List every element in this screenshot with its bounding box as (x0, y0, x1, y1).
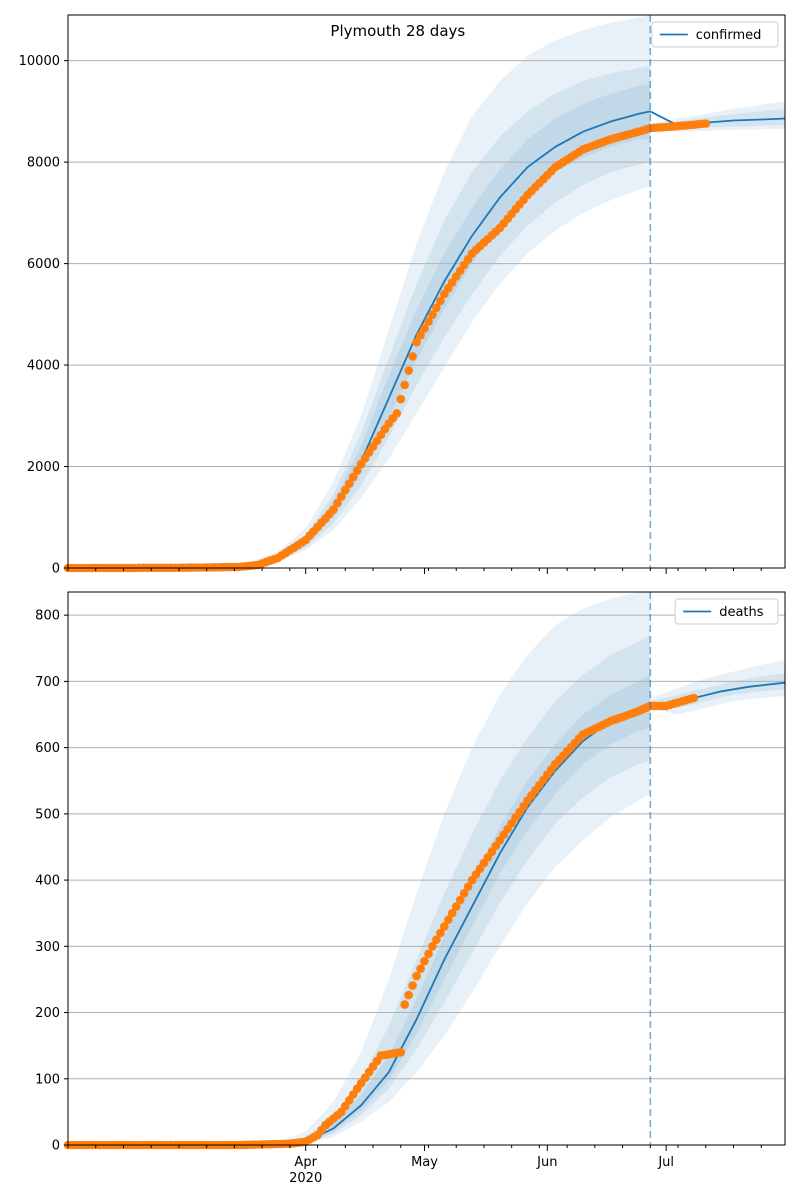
observed-point (440, 922, 449, 931)
y-tick-label: 4000 (27, 359, 60, 374)
y-tick-label: 2000 (27, 460, 60, 475)
deaths-legend: deaths (674, 598, 779, 625)
y-tick-label: 500 (35, 807, 60, 822)
observed-point (455, 895, 465, 905)
deaths-plot-frame (67, 591, 786, 1146)
deaths-legend-box (674, 598, 779, 625)
confirmed-legend: confirmed (651, 21, 779, 48)
observed-point (400, 1000, 410, 1009)
y-tick-label: 600 (35, 741, 60, 756)
y-tick-label: 0 (52, 562, 60, 577)
observed-point (436, 928, 445, 938)
y-tick-label: 300 (35, 940, 60, 955)
observed-point (416, 964, 425, 973)
observed-point (451, 902, 461, 911)
observed-point (420, 324, 429, 333)
x-tick-label: Jun (536, 1155, 557, 1170)
confirmed-observed-points (63, 119, 711, 573)
observed-point (428, 942, 437, 951)
observed-point (392, 409, 402, 418)
observed-point (424, 317, 433, 326)
observed-point (444, 915, 453, 925)
observed-point (424, 949, 433, 959)
observed-point (337, 492, 346, 501)
observed-point (329, 505, 338, 514)
observed-point (428, 310, 437, 320)
observed-point (341, 485, 350, 495)
deaths-plot-area (68, 592, 785, 1145)
y-tick-label: 200 (35, 1006, 60, 1021)
x-tick-label: May (411, 1155, 438, 1170)
uncertainty-band (68, 635, 651, 1145)
confirmed-legend-label: confirmed (696, 28, 762, 43)
uncertainty-band (68, 15, 651, 568)
observed-point (412, 337, 421, 347)
y-tick-label: 10000 (19, 54, 60, 69)
observed-point (404, 990, 414, 1000)
y-tick-label: 800 (35, 609, 60, 624)
observed-point (400, 380, 410, 390)
observed-point (408, 352, 417, 361)
confirmed-chart-title: Plymouth 28 days (330, 22, 465, 40)
observed-point (447, 908, 457, 918)
observed-point (416, 331, 425, 340)
uncertainty-band (68, 83, 651, 568)
uncertainty-band (68, 592, 651, 1145)
x-tick-label: Jul (657, 1155, 674, 1170)
confirmed-plot-area (68, 15, 785, 568)
y-tick-label: 700 (35, 675, 60, 690)
observed-point (459, 889, 469, 898)
y-tick-label: 100 (35, 1072, 60, 1087)
y-tick-label: 400 (35, 874, 60, 889)
observed-point (348, 472, 358, 482)
observed-point (396, 1048, 406, 1057)
confirmed-gridlines (68, 60, 785, 569)
y-tick-label: 0 (52, 1139, 60, 1154)
uncertainty-band (68, 674, 651, 1145)
confirmed-x-axis (67, 568, 762, 574)
observed-point (408, 981, 417, 990)
x-tick-label: Apr (294, 1155, 317, 1170)
observed-point (436, 296, 445, 306)
observed-point (404, 366, 414, 375)
deaths-y-axis: 0 100 200 300 400 500 600 700 800 (35, 609, 68, 1154)
observed-point (352, 466, 362, 475)
observed-point (396, 394, 406, 404)
confirmed-y-axis: 0 2000 4000 6000 8000 10000 (19, 54, 68, 577)
observed-point (345, 479, 354, 488)
observed-point (420, 956, 429, 966)
observed-point (701, 119, 711, 128)
observed-point (412, 971, 421, 981)
observed-point (432, 935, 441, 944)
confirmed-legend-box (651, 21, 779, 48)
observed-point (463, 882, 473, 891)
observed-point (432, 303, 441, 313)
x-tick-sublabel: 2020 (289, 1171, 322, 1186)
observed-point (689, 693, 699, 703)
deaths-legend-label: deaths (719, 605, 764, 620)
confirmed-plot-frame (67, 14, 786, 569)
y-tick-label: 8000 (27, 156, 60, 171)
observed-point (333, 498, 342, 508)
y-tick-label: 6000 (27, 257, 60, 272)
